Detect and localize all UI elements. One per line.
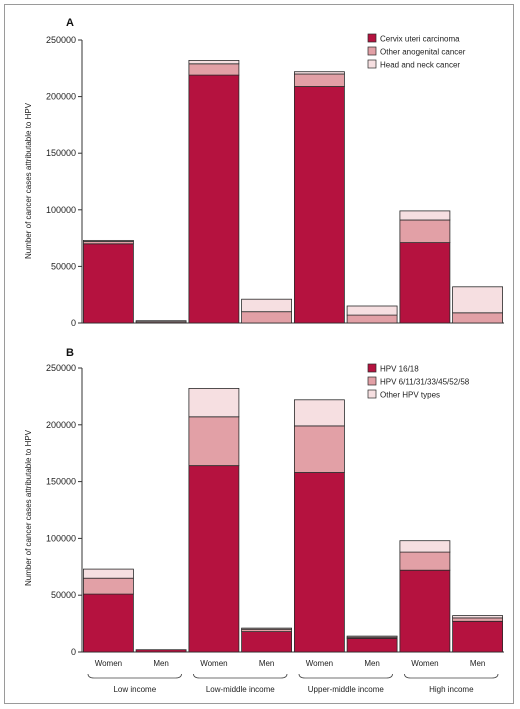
bar-segment [83, 239, 134, 242]
group-bracket [404, 673, 499, 679]
bar-segment [188, 416, 240, 466]
bar-segment [293, 399, 345, 427]
bar-segment [399, 551, 451, 571]
x-tick-label: Men [470, 659, 486, 668]
y-tick-label: 150000 [46, 148, 76, 158]
bar-segment [83, 577, 134, 595]
x-tick-label: Women [95, 659, 122, 668]
y-tick-label: 0 [71, 318, 76, 328]
legend-label: Cervix uteri carcinoma [380, 35, 460, 44]
bar-segment [399, 242, 451, 324]
bar-segment [452, 615, 504, 619]
bar-segment [346, 638, 398, 653]
bar-segment [293, 472, 345, 653]
y-tick-label: 150000 [46, 477, 76, 487]
group-bracket [298, 673, 393, 679]
bar-segment [399, 219, 451, 244]
y-tick-label: 200000 [46, 420, 76, 430]
bar-segment [346, 635, 398, 638]
legend-label: Head and neck cancer [380, 61, 460, 70]
bar-segment [293, 86, 345, 324]
bar-segment [241, 628, 293, 632]
group-label: Upper-middle income [308, 685, 385, 694]
bar-segment [241, 631, 293, 653]
x-tick-label: Women [306, 659, 333, 668]
figure-frame [4, 4, 514, 704]
legend-label: Other anogenital cancer [380, 48, 466, 57]
x-tick-label: Men [259, 659, 275, 668]
y-tick-label: 0 [71, 647, 76, 657]
y-tick-label: 100000 [46, 533, 76, 543]
bar-segment [346, 305, 398, 316]
y-tick-label: 100000 [46, 205, 76, 215]
bar-segment [399, 210, 451, 221]
panel-a-label: A [66, 17, 74, 29]
legend-swatch [367, 59, 377, 69]
bar-segment [241, 627, 293, 630]
bar-segment [188, 465, 240, 653]
legend-label: HPV 16/18 [380, 365, 419, 374]
bar-segment [399, 540, 451, 553]
legend-label: Other HPV types [380, 391, 440, 400]
group-bracket [87, 673, 182, 679]
group-label: High income [429, 685, 474, 694]
bar-segment [452, 617, 504, 622]
bar-segment [241, 311, 293, 324]
bar-segment [452, 286, 504, 314]
panel-a-ylabel: Number of cancer cases attributable to H… [24, 102, 33, 259]
x-tick-label: Men [153, 659, 169, 668]
panel-b-ylabel: Number of cancer cases attributable to H… [24, 429, 33, 586]
group-label: Low-middle income [206, 685, 275, 694]
legend-label: HPV 6/11/31/33/45/52/58 [380, 378, 470, 387]
bar-segment [135, 649, 187, 653]
x-tick-label: Women [200, 659, 227, 668]
legend-swatch [367, 389, 377, 399]
group-bracket [193, 673, 288, 679]
bar-segment [293, 425, 345, 473]
bar-segment [293, 71, 345, 75]
y-tick-label: 200000 [46, 92, 76, 102]
bar-segment [452, 312, 504, 324]
bar-segment [83, 568, 134, 579]
y-tick-label: 50000 [51, 261, 76, 271]
bar-segment [346, 314, 398, 324]
bar-segment [241, 298, 293, 313]
group-label: Low income [113, 685, 156, 694]
bar-segment [452, 620, 504, 653]
bar-segment [188, 63, 240, 76]
bar-segment [188, 74, 240, 324]
legend-swatch [367, 33, 377, 43]
y-tick-label: 250000 [46, 35, 76, 45]
legend-swatch [367, 363, 377, 373]
bar-segment [135, 320, 187, 323]
y-tick-label: 250000 [46, 363, 76, 373]
x-tick-label: Men [364, 659, 380, 668]
x-tick-label: Women [411, 659, 438, 668]
panel-b-label: B [66, 347, 74, 359]
bar-segment [188, 387, 240, 418]
bar-segment [83, 593, 134, 653]
bar-segment [83, 243, 134, 324]
legend-swatch [367, 376, 377, 386]
bar-segment [188, 60, 240, 65]
bar-segment [399, 569, 451, 653]
legend-swatch [367, 46, 377, 56]
bar-segment [293, 73, 345, 87]
y-tick-label: 50000 [51, 590, 76, 600]
